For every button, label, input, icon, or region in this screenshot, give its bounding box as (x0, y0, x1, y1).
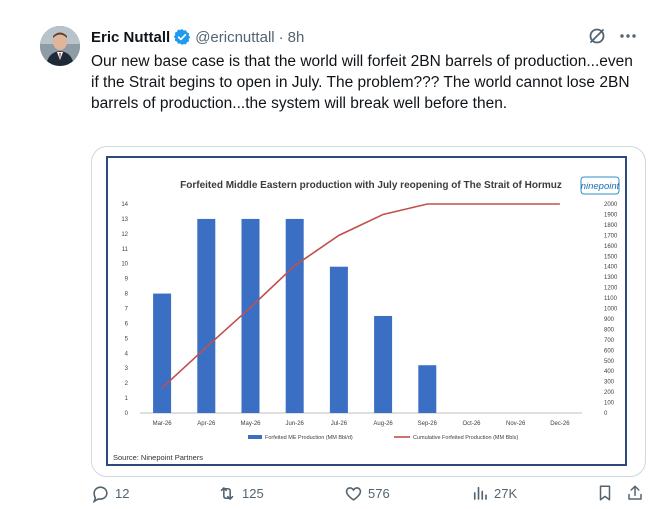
ninepoint-logo: ninepoint (580, 176, 620, 195)
y-left-tick-label: 14 (121, 202, 128, 208)
y-right-tick-label: 100 (604, 401, 615, 407)
y-right-tick-label: 400 (604, 369, 615, 375)
y-left-tick-label: 9 (125, 277, 129, 283)
separator-dot: · (278, 28, 284, 46)
y-right-tick-label: 1900 (604, 212, 618, 218)
grok-icon[interactable] (587, 26, 607, 51)
y-left-tick-label: 2 (125, 381, 129, 387)
bar (418, 365, 437, 413)
y-right-tick-label: 1400 (604, 265, 618, 271)
y-right-tick-label: 500 (604, 359, 615, 365)
y-left-tick-label: 5 (125, 336, 129, 342)
chart-source: Source: Ninepoint Partners (113, 453, 203, 462)
legend-swatch-bar (248, 435, 262, 439)
y-right-tick-label: 700 (604, 338, 615, 344)
bar (329, 266, 348, 413)
logo-text: ninepoint (581, 181, 620, 192)
x-tick-label: Jul-26 (331, 421, 348, 427)
share-button[interactable] (626, 484, 644, 502)
series-line-cumulative (161, 203, 560, 389)
y-left-tick-label: 11 (122, 247, 129, 253)
like-count: 576 (368, 486, 390, 501)
y-left-tick-label: 4 (125, 351, 129, 357)
y-right-tick-label: 1700 (604, 233, 618, 239)
tweet-top-actions (587, 26, 637, 51)
y-left-tick-label: 10 (121, 262, 128, 268)
tweet-media[interactable]: Forfeited Middle Eastern production with… (91, 146, 646, 477)
action-bar: 12 125 576 27K (91, 484, 651, 504)
views-button[interactable]: 27K (471, 484, 517, 502)
x-tick-label: Aug-26 (373, 421, 393, 427)
bar (285, 218, 304, 413)
y-right-tick-label: 800 (604, 327, 615, 333)
retweet-count: 125 (242, 486, 264, 501)
chart-title: Forfeited Middle Eastern production with… (180, 180, 562, 191)
author-handle[interactable]: @ericnuttall (195, 28, 275, 46)
x-tick-label: May-26 (240, 421, 261, 427)
y-right-tick-label: 2000 (604, 202, 618, 208)
y-left-tick-label: 8 (125, 292, 129, 298)
bar (153, 293, 172, 413)
chart-legend: Forfeited ME Production (MM Bbl/d) Cumula… (248, 435, 518, 441)
chart: Forfeited Middle Eastern production with… (113, 176, 620, 462)
x-tick-label: Dec-26 (550, 421, 570, 427)
x-tick-label: Oct-26 (462, 421, 481, 427)
y-right-tick-label: 1600 (604, 244, 618, 250)
bar (197, 218, 216, 413)
y-right-tick-label: 1200 (604, 286, 618, 292)
x-tick-label: Apr-26 (197, 421, 216, 427)
retweet-button[interactable]: 125 (217, 484, 264, 503)
y-right-tick-label: 300 (604, 380, 615, 386)
y-right-tick-label: 1500 (604, 254, 618, 260)
y-left-tick-label: 12 (121, 232, 128, 238)
reply-count: 12 (115, 486, 130, 501)
y-right-tick-label: 1100 (604, 296, 618, 302)
like-button[interactable]: 576 (344, 484, 390, 503)
x-tick-label: Jun-26 (286, 421, 305, 427)
chart-frame: Forfeited Middle Eastern production with… (106, 156, 627, 466)
bookmark-button[interactable] (596, 484, 614, 502)
x-tick-label: Nov-26 (506, 421, 526, 427)
avatar[interactable] (40, 26, 80, 66)
heart-icon (344, 484, 363, 503)
y-right-tick-label: 900 (604, 317, 615, 323)
more-icon[interactable] (619, 27, 637, 50)
reply-button[interactable]: 12 (91, 484, 129, 503)
y-left-tick-label: 7 (125, 307, 129, 313)
y-right-tick-label: 1300 (604, 275, 618, 281)
legend-label-bar: Forfeited ME Production (MM Bbl/d) (265, 435, 353, 441)
bookmark-icon (596, 484, 614, 502)
y-left-tick-label: 13 (121, 217, 128, 223)
share-icon (626, 484, 644, 502)
verified-badge-icon (173, 28, 191, 46)
tweet-header: Eric Nuttall @ericnuttall · 8h (91, 27, 304, 47)
y-right-tick-label: 600 (604, 348, 615, 354)
y-left-tick-label: 1 (125, 396, 129, 402)
y-right-tick-label: 1800 (604, 223, 618, 229)
tweet-text: Our new base case is that the world will… (91, 53, 633, 112)
views-count: 27K (494, 485, 518, 501)
views-icon (471, 484, 489, 502)
y-right-tick-label: 0 (604, 411, 608, 417)
bar (374, 315, 393, 413)
y-left-tick-label: 3 (125, 366, 129, 372)
y-left-tick-label: 6 (125, 321, 129, 327)
legend-label-line: Cumulative Forfeited Production (MM Bbls… (413, 435, 518, 441)
y-left-tick-label: 0 (125, 411, 129, 417)
y-right-tick-label: 1000 (604, 307, 618, 313)
author-name[interactable]: Eric Nuttall (91, 28, 171, 46)
timestamp[interactable]: 8h (287, 28, 305, 46)
x-tick-label: Mar-26 (153, 421, 173, 427)
y-right-tick-label: 200 (604, 390, 615, 396)
bar (241, 218, 260, 413)
retweet-icon (217, 484, 237, 503)
x-tick-label: Sep-26 (418, 421, 438, 427)
reply-icon (91, 484, 110, 503)
